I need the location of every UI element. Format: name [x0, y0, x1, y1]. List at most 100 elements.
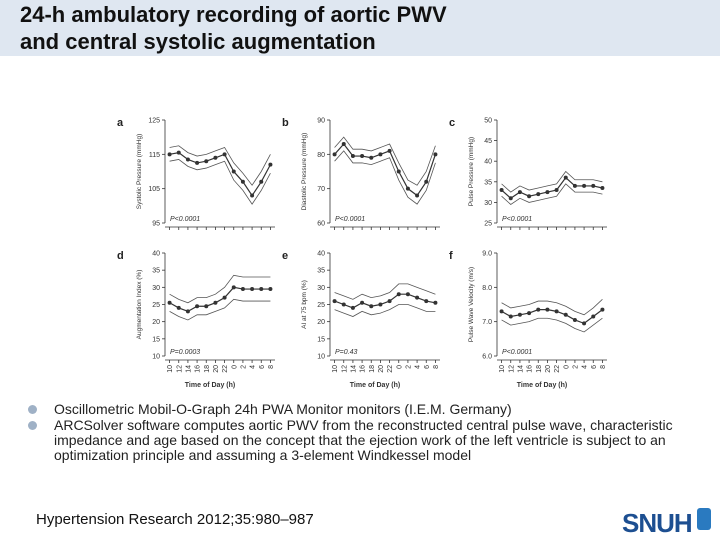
- data-point: [508, 314, 513, 319]
- x-tick-label: 6: [424, 365, 431, 369]
- x-tick-label: 14: [517, 365, 524, 373]
- data-point: [600, 307, 605, 312]
- p-value: P<0.0001: [170, 216, 200, 223]
- y-axis-label: Augmentation Index (%): [136, 270, 143, 340]
- bullet-text: ARCSolver software computes aortic PWV f…: [54, 417, 673, 463]
- x-tick-label: 10: [167, 365, 174, 373]
- y-tick-label: 50: [484, 118, 492, 125]
- y-tick-label: 30: [484, 200, 492, 207]
- data-point: [378, 152, 383, 157]
- data-point: [415, 295, 420, 300]
- slide-title: and central systolic augmentation: [20, 29, 376, 54]
- panel-letter: a: [117, 117, 124, 129]
- data-point: [195, 304, 200, 309]
- data-point: [231, 169, 236, 174]
- y-tick-label: 125: [148, 118, 160, 125]
- data-point: [582, 321, 587, 326]
- ci-line: [169, 274, 271, 304]
- x-tick-label: 0: [231, 365, 238, 369]
- y-tick-label: 6.0: [482, 354, 492, 361]
- x-tick-label: 10: [499, 365, 506, 373]
- data-point: [499, 188, 504, 193]
- y-tick-label: 25: [484, 221, 492, 228]
- x-tick-label: 4: [415, 365, 422, 369]
- data-point: [222, 295, 227, 300]
- data-point: [396, 292, 401, 297]
- logo: SNUH: [622, 508, 693, 538]
- p-value: P<0.0001: [502, 349, 532, 356]
- x-tick-label: 18: [536, 365, 543, 373]
- x-tick-label: 8: [600, 365, 607, 369]
- ci-line: [334, 304, 436, 317]
- p-value: P<0.0001: [335, 216, 365, 223]
- data-point: [405, 186, 410, 191]
- data-point: [204, 159, 209, 164]
- x-tick-label: 20: [545, 365, 552, 373]
- data-point: [563, 312, 568, 317]
- y-tick-label: 25: [317, 302, 325, 309]
- y-axis-label: Diastolic Pressure (mmHg): [301, 133, 308, 211]
- p-value: P<0.0001: [502, 216, 532, 223]
- y-tick-label: 95: [152, 221, 160, 228]
- data-point: [369, 155, 374, 160]
- y-tick-label: 70: [317, 186, 325, 193]
- x-tick-label: 8: [268, 365, 275, 369]
- data-point: [250, 287, 255, 292]
- x-tick-label: 0: [396, 365, 403, 369]
- x-tick-label: 20: [378, 365, 385, 373]
- x-tick-label: 22: [554, 365, 561, 373]
- data-point: [405, 292, 410, 297]
- x-tick-label: 6: [591, 365, 598, 369]
- x-tick-label: 14: [350, 365, 357, 373]
- y-tick-label: 40: [152, 251, 160, 258]
- data-point: [424, 179, 429, 184]
- data-point: [167, 300, 172, 305]
- x-tick-label: 16: [195, 365, 202, 373]
- ci-line: [169, 159, 271, 205]
- x-tick-label: 22: [387, 365, 394, 373]
- data-point: [387, 148, 392, 153]
- citation: Hypertension Research 2012;35:980–987: [36, 511, 314, 528]
- data-point: [268, 287, 273, 292]
- y-tick-label: 10: [152, 354, 160, 361]
- x-tick-label: 2: [240, 365, 247, 369]
- data-point: [195, 160, 200, 165]
- logo-icon: [697, 508, 711, 530]
- bullet-text: Oscillometric Mobil-O-Graph 24h PWA Moni…: [54, 401, 512, 417]
- x-tick-label: 18: [369, 365, 376, 373]
- y-tick-label: 10: [317, 354, 325, 361]
- y-tick-label: 40: [317, 251, 325, 258]
- ci-line: [501, 170, 603, 193]
- x-axis-label: Time of Day (h): [350, 382, 400, 389]
- y-tick-label: 80: [317, 152, 325, 159]
- data-point: [185, 157, 190, 162]
- x-tick-label: 16: [527, 365, 534, 373]
- slide-title: 24-h ambulatory recording of aortic PWV: [20, 2, 447, 27]
- x-tick-label: 8: [433, 365, 440, 369]
- data-point: [572, 317, 577, 322]
- x-tick-label: 18: [204, 365, 211, 373]
- data-point: [167, 152, 172, 157]
- y-tick-label: 8.0: [482, 285, 492, 292]
- data-point: [582, 183, 587, 188]
- data-point: [424, 299, 429, 304]
- ci-line: [501, 317, 603, 333]
- data-point: [545, 307, 550, 312]
- x-axis-label: Time of Day (h): [517, 382, 567, 389]
- data-point: [268, 162, 273, 167]
- data-point: [250, 193, 255, 198]
- data-point: [350, 305, 355, 310]
- data-point: [341, 302, 346, 307]
- data-point: [213, 300, 218, 305]
- x-tick-label: 20: [213, 365, 220, 373]
- x-tick-label: 6: [259, 365, 266, 369]
- y-tick-label: 20: [152, 319, 160, 326]
- data-point: [204, 304, 209, 309]
- x-tick-label: 2: [405, 365, 412, 369]
- mean-line: [501, 309, 603, 325]
- data-point: [527, 311, 532, 316]
- data-point: [185, 309, 190, 314]
- data-point: [563, 175, 568, 180]
- y-tick-label: 35: [152, 268, 160, 275]
